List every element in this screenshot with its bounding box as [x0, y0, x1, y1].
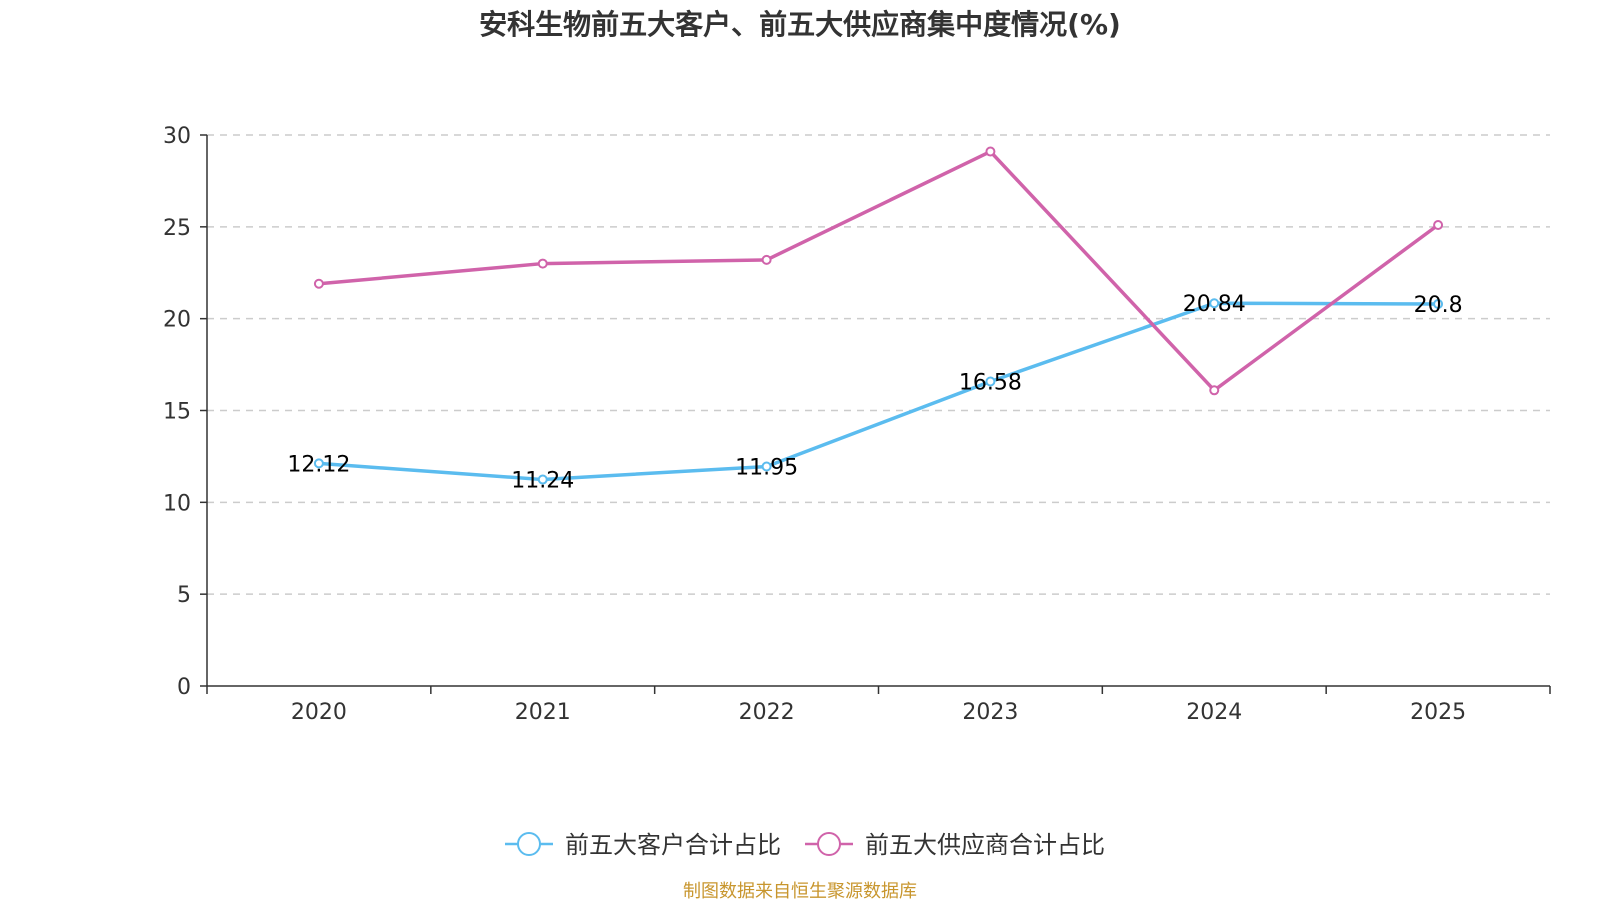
- source-note: 制图数据来自恒生聚源数据库: [683, 881, 917, 900]
- legend-item-2[interactable]: 前五大供应商合计占比: [805, 831, 1105, 859]
- data-point: [313, 278, 324, 289]
- x-tick-label: 2025: [1410, 700, 1466, 725]
- y-tick-label: 0: [177, 675, 191, 700]
- series-line: [318, 301, 1439, 482]
- data-point: [761, 254, 772, 265]
- data-point: [313, 458, 324, 469]
- data-label: 11.24: [511, 469, 574, 494]
- y-tick-label: 30: [163, 124, 191, 149]
- data-point: [985, 376, 996, 387]
- legend-marker-icon: [817, 832, 841, 856]
- data-point: [1209, 298, 1220, 309]
- series-layer: 12.12 11.24 11.95 16.58 20.84 20.8: [287, 146, 1463, 494]
- series-2: [313, 146, 1444, 396]
- data-label: 11.95: [735, 456, 798, 481]
- y-tick-label: 10: [163, 491, 191, 516]
- chart-title: 安科生物前五大客户、前五大供应商集中度情况(%): [479, 8, 1121, 41]
- x-tick-label: 2024: [1186, 700, 1242, 725]
- data-point: [537, 474, 548, 485]
- legend-label: 前五大客户合计占比: [565, 831, 781, 859]
- y-tick-label: 20: [163, 308, 191, 333]
- data-label: 20.84: [1183, 292, 1246, 317]
- series-line: [318, 149, 1440, 393]
- y-tick-label: 15: [163, 400, 191, 425]
- y-tick-label: 25: [163, 216, 191, 241]
- legend-label: 前五大供应商合计占比: [865, 831, 1105, 859]
- x-tick-label: 2023: [962, 700, 1018, 725]
- data-point: [1433, 219, 1444, 230]
- data-point: [985, 146, 996, 157]
- series-1: 12.12 11.24 11.95 16.58 20.84 20.8: [287, 292, 1462, 493]
- data-point: [1433, 298, 1444, 309]
- data-point: [1209, 385, 1220, 396]
- x-tick-label: 2021: [515, 700, 571, 725]
- y-tick-label: 5: [177, 583, 191, 608]
- x-tick-label: 2022: [739, 700, 795, 725]
- x-tick-label: 2020: [291, 700, 347, 725]
- data-point: [761, 461, 772, 472]
- y-axis-ticks: 0 5 10 15 20 25 30: [163, 124, 207, 700]
- data-label: 12.12: [287, 452, 350, 477]
- gridlines: [207, 134, 1550, 595]
- data-label: 16.58: [959, 370, 1022, 395]
- legend-item-1[interactable]: 前五大客户合计占比: [505, 831, 781, 859]
- data-point: [537, 258, 548, 269]
- legend-marker-icon: [517, 832, 541, 856]
- data-label: 20.8: [1414, 293, 1463, 318]
- legend[interactable]: 前五大客户合计占比 前五大供应商合计占比: [505, 831, 1105, 859]
- x-axis-ticks: 2020 2021 2022 2023 2024 2025: [206, 686, 1551, 725]
